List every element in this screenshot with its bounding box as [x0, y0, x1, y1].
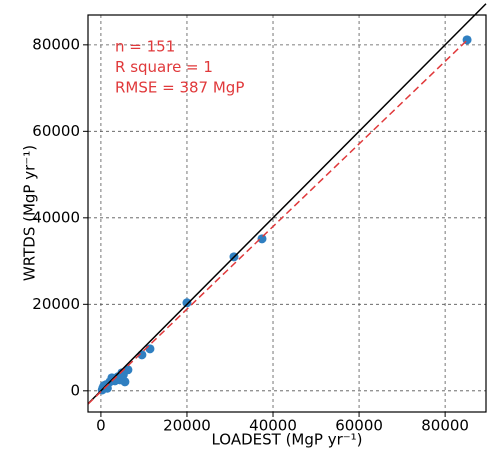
annotation: n = 151 — [115, 38, 175, 56]
y-tick-label: 40000 — [32, 208, 80, 226]
plot-frame — [87, 14, 487, 413]
x-tick-label: 20000 — [163, 417, 211, 435]
x-tick-label: 80000 — [421, 417, 469, 435]
y-tick-label: 60000 — [32, 122, 80, 140]
y-axis-label: WRTDS (MgP yr⁻¹) — [21, 145, 39, 281]
x-axis-label: LOADEST (MgP yr⁻¹) — [211, 431, 362, 449]
point — [182, 298, 192, 308]
point — [257, 234, 267, 244]
x-tick-label: 0 — [96, 417, 106, 435]
annotation: R square = 1 — [115, 58, 213, 76]
identity-line — [87, 3, 487, 405]
y-tick-label: 20000 — [32, 295, 80, 313]
annotation: RMSE = 387 MgP — [115, 79, 244, 97]
point — [107, 373, 117, 383]
x-tick-label: 60000 — [335, 417, 383, 435]
x-tick-label: 40000 — [249, 417, 297, 435]
y-tick-label: 0 — [70, 381, 80, 399]
y-tick-label: 80000 — [32, 35, 80, 53]
